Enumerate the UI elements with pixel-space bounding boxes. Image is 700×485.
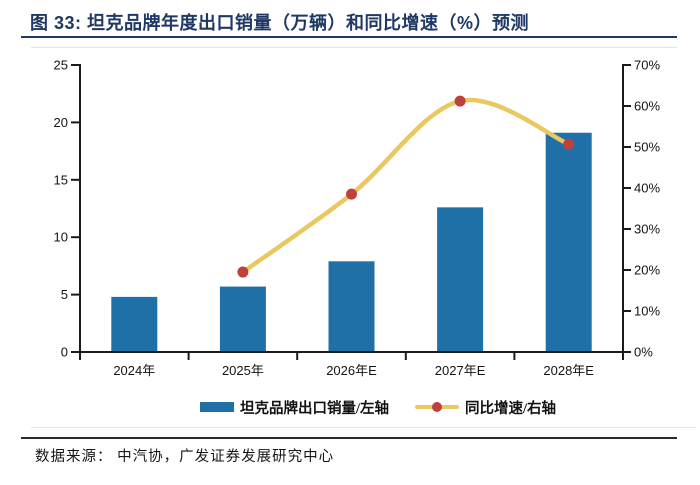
left-axis-label: 25 (54, 58, 68, 73)
left-axis-label: 15 (54, 172, 68, 187)
line-series-swatch-icon (415, 401, 459, 413)
bar-2026E (328, 261, 375, 352)
chart-image-bottom-edge (31, 427, 696, 428)
right-axis-label: 30% (634, 222, 660, 237)
line-swatch-marker (432, 402, 442, 412)
combo-chart-canvas: 0 5 10 15 20 25 0% 10% 20% 30% 40% 50% 60% 70% 2024年 20… (54, 58, 661, 379)
bar-2024 (111, 296, 158, 352)
right-axis-label: 20% (634, 263, 660, 278)
right-axis-label: 60% (634, 99, 660, 114)
line-point-2028E (563, 138, 575, 150)
x-axis-label: 2026年E (326, 363, 377, 378)
x-axis-label: 2028年E (543, 363, 594, 378)
bar-2028E (545, 132, 592, 352)
title-divider (21, 36, 677, 38)
left-axis-label: 20 (54, 115, 68, 130)
line-point-2026E (346, 188, 357, 200)
data-source: 数据来源： 中汽协，广发证券发展研究中心 (35, 449, 335, 465)
bar-2027E (437, 207, 484, 352)
right-axis-label: 50% (634, 140, 660, 155)
legend-item-growth: 同比增速/右轴 (415, 397, 556, 418)
bar-2025 (219, 286, 266, 352)
x-axis-label: 2027年E (435, 363, 486, 378)
chart-legend: 坦克品牌出口销量/左轴 同比增速/右轴 (0, 396, 700, 418)
line-point-2027E (454, 95, 466, 107)
left-axis-label: 0 (61, 345, 68, 360)
growth-line (240, 97, 571, 275)
right-axis-label: 10% (634, 304, 660, 319)
legend-bar-label: 坦克品牌出口销量/左轴 (239, 400, 389, 417)
left-axis-label: 10 (54, 230, 68, 245)
line-point-2025 (237, 266, 249, 278)
right-axis-label: 40% (634, 181, 660, 196)
chart-image-top-edge (31, 47, 677, 48)
x-axis-label: 2025年 (222, 363, 264, 378)
x-axis-label: 2024年 (113, 363, 155, 378)
legend-item-sales: 坦克品牌出口销量/左轴 (199, 397, 389, 418)
left-axis-label: 5 (61, 287, 68, 302)
right-axis-label: 70% (634, 58, 660, 73)
figure-title: 图 33: 坦克品牌年度出口销量（万辆）和同比增速（%）预测 (30, 13, 530, 33)
legend-line-label: 同比增速/右轴 (465, 400, 557, 417)
source-divider (21, 437, 677, 439)
right-axis-label: 0% (634, 345, 653, 360)
bar-series-swatch-icon (199, 402, 234, 412)
